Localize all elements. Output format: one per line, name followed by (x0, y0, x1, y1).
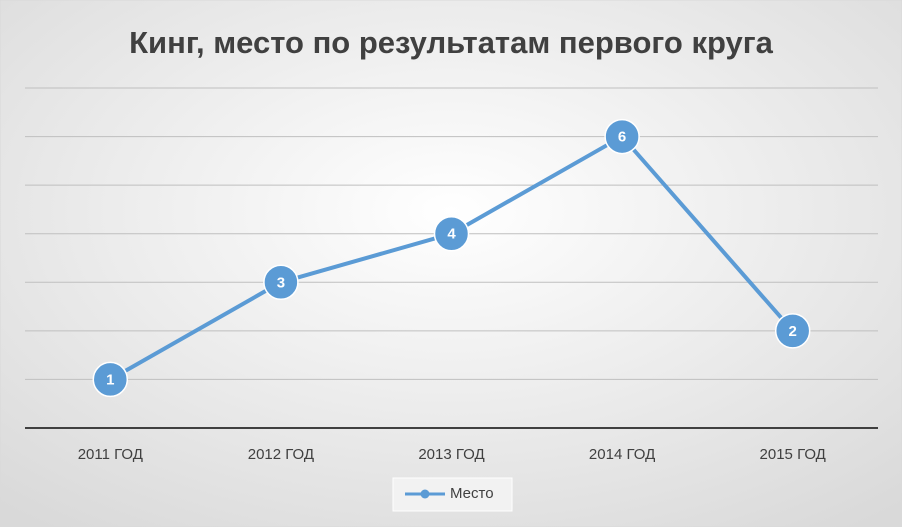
x-tick-label: 2012 ГОД (248, 446, 314, 463)
data-point (774, 313, 811, 349)
legend: Место (405, 485, 494, 502)
data-point (604, 118, 640, 155)
chart-title: Кинг, место по результатам первого круга (129, 25, 774, 60)
legend-marker (420, 489, 430, 499)
data-label: 1 (106, 371, 114, 388)
legend-label: Место (450, 485, 494, 502)
x-tick-label: 2014 ГОД (589, 446, 655, 463)
plot: 2011 ГОД 2012 ГОД 2013 ГОД 2014 ГОД 2015 ГОД… (78, 118, 826, 463)
data-label: 2 (789, 323, 797, 340)
data-label: 4 (447, 226, 456, 243)
data-label: 6 (618, 129, 626, 146)
data-label: 3 (277, 274, 285, 291)
grid (25, 87, 878, 429)
data-point (433, 215, 470, 252)
data-point (263, 264, 299, 301)
x-tick-label: 2011 ГОД (78, 446, 143, 463)
data-point (92, 361, 129, 398)
x-tick-label: 2013 ГОД (418, 446, 484, 463)
x-tick-label: 2015 ГОД (760, 446, 826, 463)
